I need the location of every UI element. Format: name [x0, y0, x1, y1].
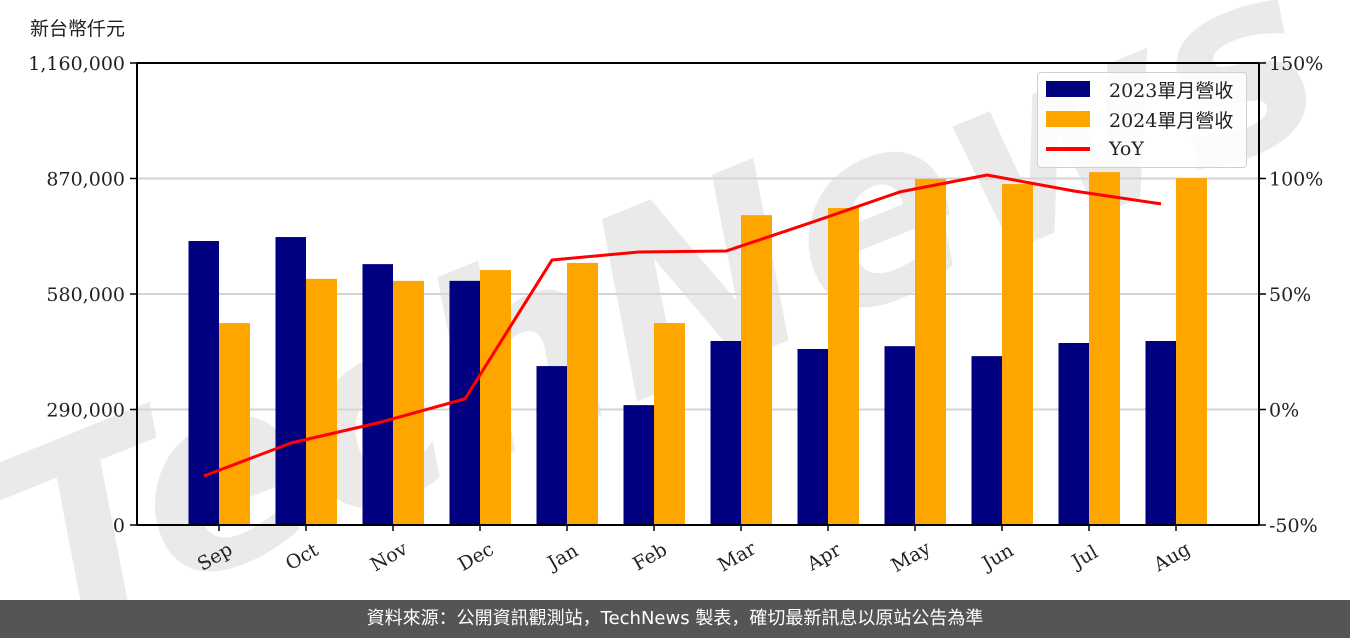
x-tick-label: Aug	[1149, 538, 1194, 577]
source-footer: 資料來源：公開資訊觀測站，TechNews 製表，確切最新訊息以原站公告為準	[0, 600, 1350, 638]
y-tick-label: 580,000	[46, 284, 125, 306]
legend-line-yoy	[1046, 147, 1090, 151]
y2-tick-label: -50%	[1269, 515, 1318, 537]
y-tick-label: 870,000	[46, 169, 125, 191]
y-axis-right-ticks: -50% 0% 50% 100% 150%	[1259, 53, 1323, 537]
x-tick-label: Feb	[629, 539, 671, 576]
bar-2024	[306, 278, 337, 525]
bar-2024	[654, 323, 685, 525]
bar-2023	[536, 366, 567, 525]
legend-item-yoy: YoY	[1046, 135, 1144, 163]
bar-2023	[971, 356, 1002, 525]
bar-2023	[188, 241, 219, 526]
bar-2024	[741, 215, 772, 526]
bar-2023	[710, 340, 741, 525]
bar-series	[188, 172, 1207, 526]
bar-2023	[1145, 340, 1176, 525]
yoy-line	[203, 173, 1162, 478]
yoy-line-series	[203, 173, 1162, 478]
legend-label-yoy: YoY	[1109, 138, 1144, 160]
bar-2023	[1058, 342, 1089, 525]
chart-legend: 2023單月營收 2024單月營收 YoY	[1037, 72, 1247, 168]
y2-tick-label: 150%	[1269, 53, 1323, 75]
bar-2024	[915, 178, 946, 526]
bar-2024	[1002, 184, 1033, 525]
bar-2024	[567, 262, 598, 525]
bar-2024	[1176, 178, 1207, 525]
legend-swatch-2024	[1046, 111, 1090, 127]
revenue-chart: TechNews Sep Oct Nov Dec Jan Feb Mar Apr May Jun J…	[0, 0, 1350, 600]
x-tick-label: May	[888, 537, 935, 577]
bar-2023	[623, 405, 654, 525]
bar-2024	[1089, 172, 1120, 526]
legend-label-2024: 2024單月營收	[1109, 109, 1234, 132]
x-tick-label: Jul	[1067, 541, 1102, 574]
bar-2023	[275, 237, 306, 525]
bar-2023	[797, 348, 828, 525]
legend-swatch-2023	[1046, 81, 1090, 97]
bar-2024	[828, 207, 859, 525]
y2-tick-label: 50%	[1269, 284, 1311, 306]
bar-2024	[393, 280, 424, 525]
y2-tick-label: 100%	[1269, 169, 1323, 191]
y2-tick-label: 0%	[1269, 400, 1299, 422]
bar-2023	[884, 346, 915, 525]
bar-2024	[219, 323, 250, 525]
bar-2023	[362, 264, 393, 525]
legend-item-2024: 2024單月營收	[1046, 105, 1233, 133]
y-tick-label: 290,000	[46, 400, 125, 422]
x-tick-label: Jun	[977, 539, 1018, 575]
y-tick-label: 1,160,000	[28, 53, 125, 75]
legend-label-2023: 2023單月營收	[1109, 79, 1234, 102]
x-tick-label: Dec	[454, 538, 497, 576]
bar-2024	[480, 270, 511, 525]
x-tick-label: Mar	[714, 537, 760, 576]
y-axis-unit-label: 新台幣仟元	[30, 18, 126, 40]
y-tick-label: 0	[113, 515, 125, 537]
x-tick-label: Apr	[802, 538, 845, 575]
x-tick-label: Jan	[542, 540, 582, 576]
y-axis-left-ticks: 0 290,000 580,000 870,000 1,160,000	[28, 53, 137, 537]
legend-item-2023: 2023單月營收	[1046, 75, 1233, 103]
